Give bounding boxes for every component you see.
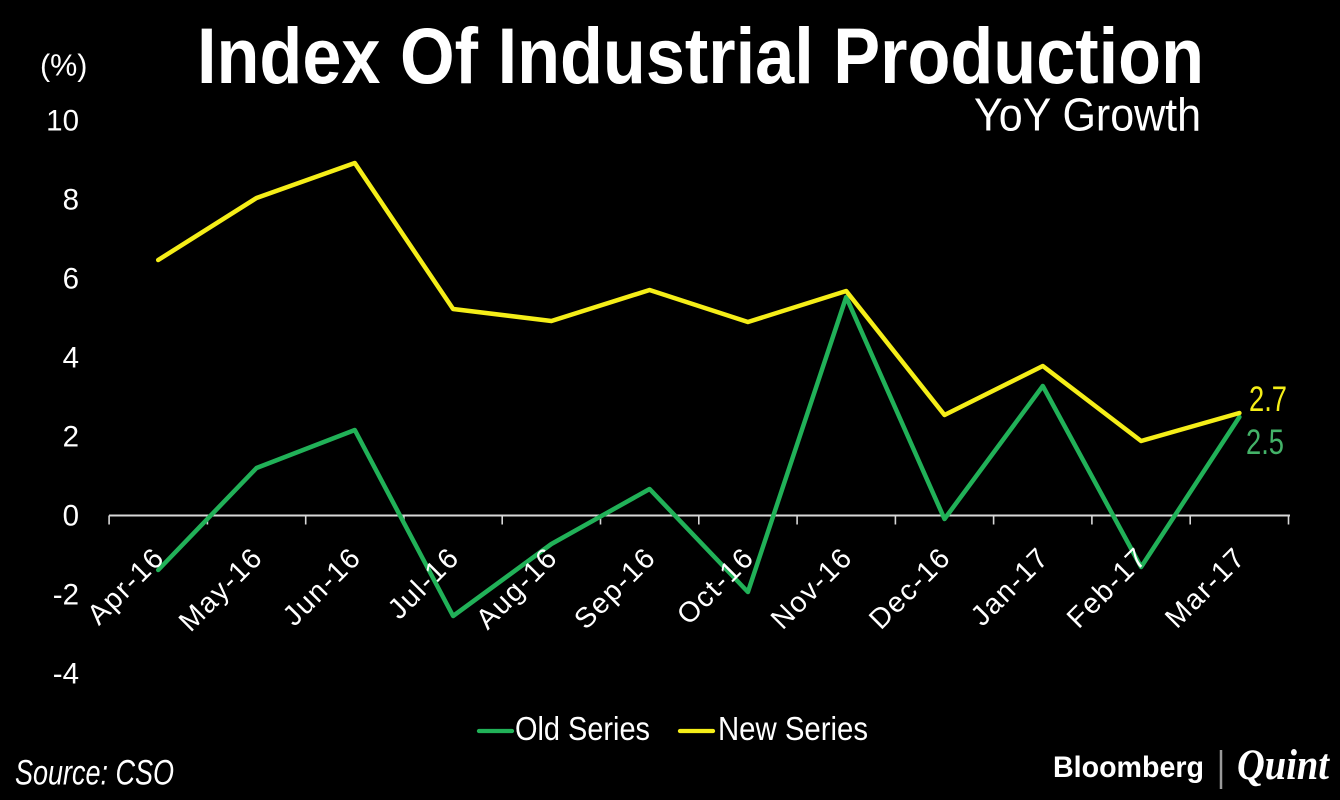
svg-text:2.5: 2.5 <box>1246 423 1284 462</box>
svg-text:Source: CSO: Source: CSO <box>15 753 174 793</box>
svg-text:2: 2 <box>63 421 79 454</box>
svg-text:Bloomberg: Bloomberg <box>1053 751 1204 784</box>
svg-text:-2: -2 <box>53 579 79 612</box>
svg-text:-4: -4 <box>53 658 79 691</box>
svg-text:Quint: Quint <box>1237 742 1331 789</box>
svg-text:2.7: 2.7 <box>1249 380 1287 419</box>
svg-text:YoY Growth: YoY Growth <box>974 89 1201 141</box>
svg-text:6: 6 <box>63 263 79 296</box>
svg-text:New Series: New Series <box>718 711 868 748</box>
svg-text:10: 10 <box>46 105 79 138</box>
svg-text:8: 8 <box>63 184 79 217</box>
svg-text:4: 4 <box>63 342 79 375</box>
svg-text:(%): (%) <box>40 49 87 83</box>
svg-text:Index Of Industrial Production: Index Of Industrial Production <box>197 12 1204 100</box>
svg-text:Old Series: Old Series <box>515 711 650 748</box>
svg-text:0: 0 <box>63 500 79 533</box>
